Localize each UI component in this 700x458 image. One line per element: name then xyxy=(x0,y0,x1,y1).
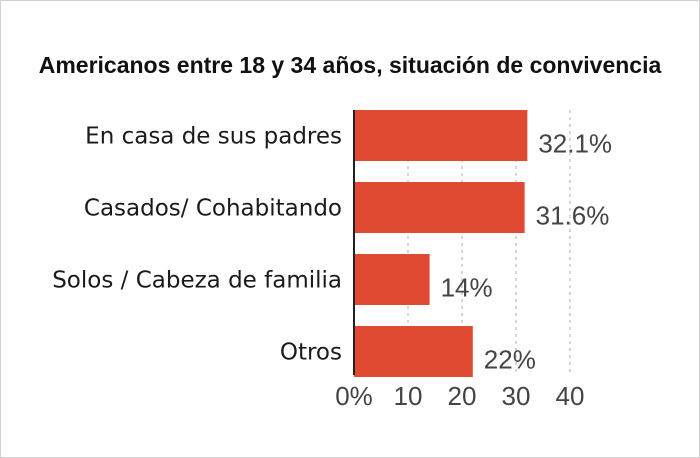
chart-title: Americanos entre 18 y 34 años, situación… xyxy=(38,52,662,78)
x-tick-label: 30 xyxy=(502,381,531,411)
x-tick-labels: 0% 10 20 30 40 xyxy=(335,381,584,411)
category-labels: En casa de sus padres Casados/ Cohabitand… xyxy=(52,124,342,366)
data-label: 14% xyxy=(441,273,493,303)
data-label: 22% xyxy=(484,345,536,375)
x-tick-label: 20 xyxy=(448,381,477,411)
category-label: Casados/ Cohabitando xyxy=(84,196,342,222)
x-tick-label: 0% xyxy=(335,381,373,411)
x-tick-label: 40 xyxy=(556,381,585,411)
category-label: Solos / Cabeza de familia xyxy=(52,268,342,294)
category-label: Otros xyxy=(280,340,342,366)
bar xyxy=(354,110,528,161)
category-label: En casa de sus padres xyxy=(85,124,342,150)
data-label: 31.6% xyxy=(536,201,610,231)
bars xyxy=(354,110,528,377)
x-tick-label: 10 xyxy=(394,381,423,411)
bar xyxy=(354,326,473,377)
bar xyxy=(354,182,525,233)
data-label: 32.1% xyxy=(538,129,612,159)
bar xyxy=(354,254,430,305)
value-labels: 32.1% 31.6% 14% 22% xyxy=(441,129,612,375)
